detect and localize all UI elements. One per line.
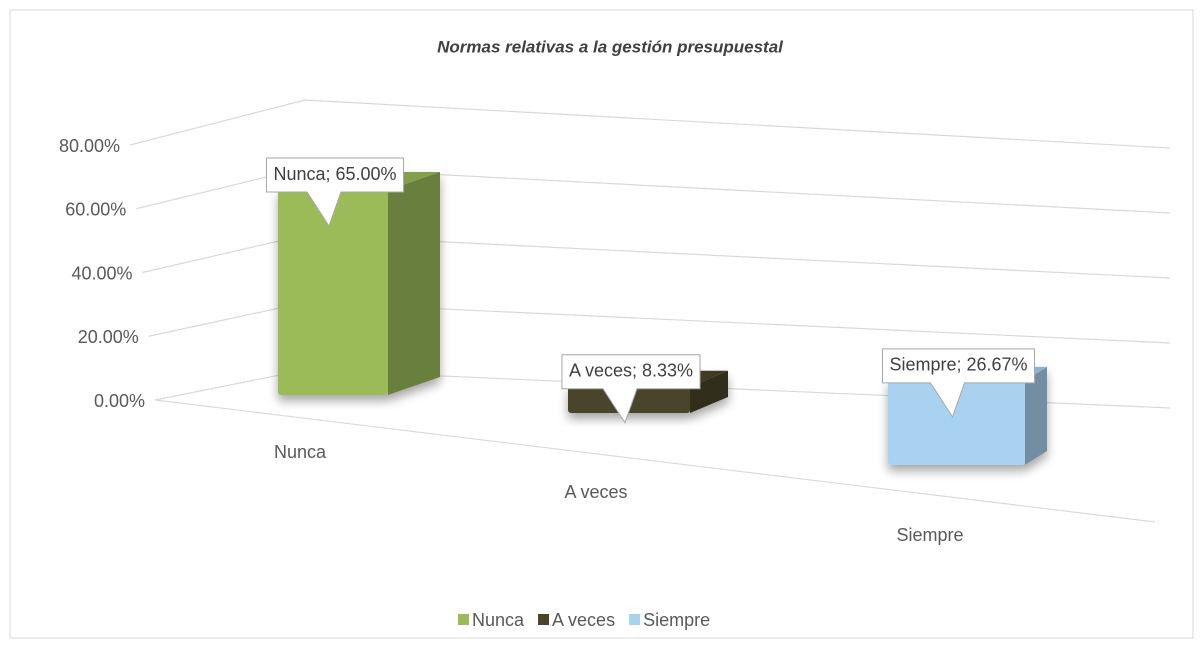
y-tick-label: 20.00% [78, 327, 139, 347]
data-label-text: Nunca; 65.00% [273, 164, 396, 184]
y-tick-label: 80.00% [59, 136, 120, 156]
data-label-text: Siempre; 26.67% [889, 355, 1027, 375]
bar-side [1025, 366, 1047, 465]
legend-label: Nunca [472, 610, 525, 630]
bar-side [388, 172, 440, 395]
bar-front [888, 380, 1025, 465]
data-label-box [265, 157, 405, 228]
floor-edge [154, 399, 1156, 523]
data-label-box [561, 354, 701, 424]
y-tick-label: 40.00% [71, 263, 132, 283]
y-tick-label: 60.00% [65, 200, 126, 220]
bar [278, 172, 440, 395]
y-tick-label: 0.00% [94, 391, 145, 411]
legend-label: Siempre [643, 610, 710, 630]
x-tick-label: Siempre [896, 525, 963, 545]
legend-swatch [458, 614, 469, 625]
chart-border [9, 9, 1194, 639]
legend-swatch [629, 614, 641, 625]
legend-swatch [538, 614, 550, 625]
data-label: Nunca; 65.00% [265, 157, 405, 228]
grid-line [129, 99, 1171, 149]
data-label-text: A veces; 8.33% [569, 360, 693, 380]
data-label: Siempre; 26.67% [881, 348, 1036, 419]
legend-label: A veces [552, 610, 615, 630]
bar-front [278, 190, 388, 395]
bar-side [690, 370, 728, 413]
data-label-box [881, 348, 1036, 419]
data-label: A veces; 8.33% [561, 354, 701, 424]
x-tick-label: Nunca [274, 442, 327, 462]
chart-title: Normas relativas a la gestión presupuest… [437, 37, 784, 56]
x-tick-label: A veces [564, 482, 627, 502]
